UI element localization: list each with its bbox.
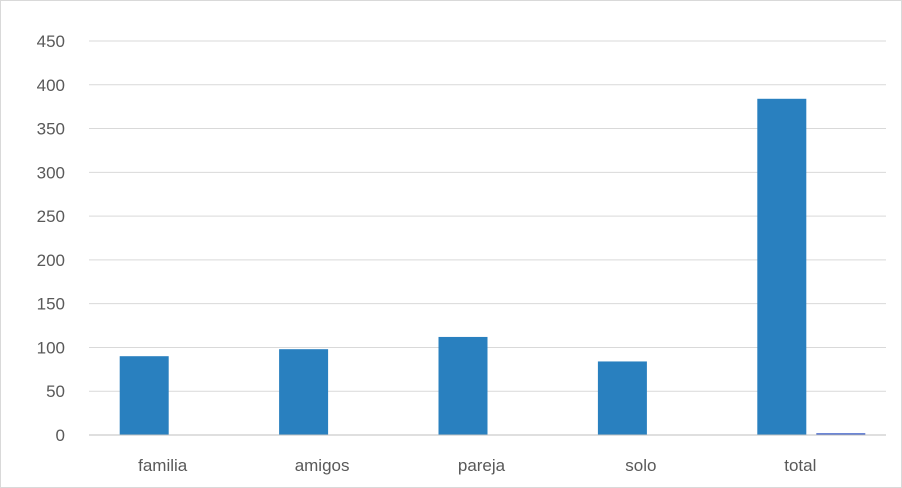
x-tick-label-familia: familia <box>138 456 188 475</box>
bar-total-series-2 <box>816 433 866 435</box>
y-axis-ticks: 0 50 100 150 200 250 300 350 400 450 <box>37 32 65 445</box>
y-tick-label: 400 <box>37 76 65 95</box>
x-tick-label-pareja: pareja <box>458 456 506 475</box>
y-tick-label: 350 <box>37 120 65 139</box>
bar-total-series-1 <box>757 98 807 435</box>
y-tick-label: 250 <box>37 207 65 226</box>
bar-pareja-series-1 <box>438 336 488 435</box>
y-tick-label: 100 <box>37 338 65 357</box>
bar-solo-series-1 <box>597 361 647 435</box>
gridlines <box>89 40 886 392</box>
x-tick-label-solo: solo <box>625 456 656 475</box>
bars <box>119 98 866 435</box>
y-tick-label: 150 <box>37 295 65 314</box>
y-tick-label: 450 <box>37 32 65 51</box>
y-tick-label: 300 <box>37 163 65 182</box>
y-tick-label: 200 <box>37 251 65 270</box>
x-tick-label-amigos: amigos <box>295 456 350 475</box>
bar-familia-series-1 <box>119 356 169 435</box>
y-tick-label: 50 <box>46 382 65 401</box>
bar-amigos-series-1 <box>279 349 329 435</box>
x-tick-label-total: total <box>784 456 816 475</box>
x-axis-ticks: familia amigos pareja solo total <box>138 456 816 475</box>
y-tick-label: 0 <box>56 426 65 445</box>
